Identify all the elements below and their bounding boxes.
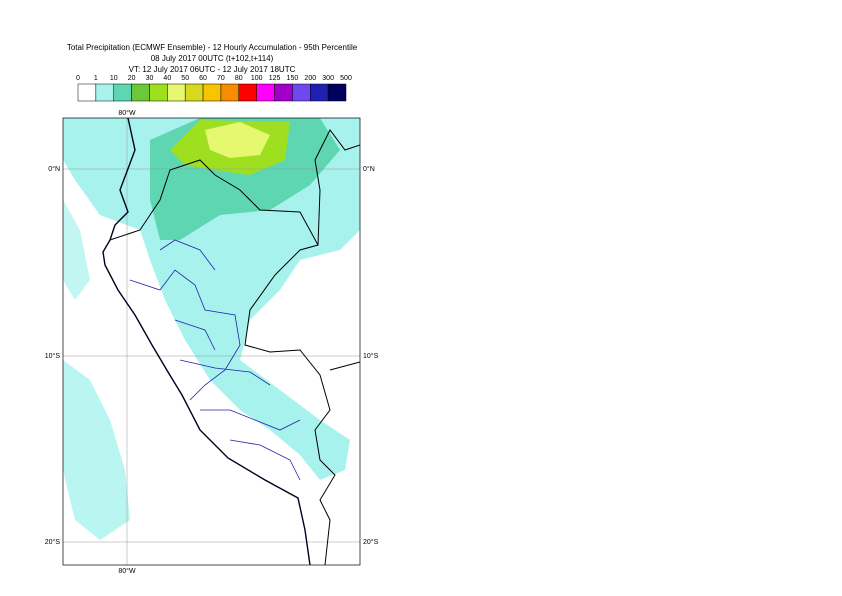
legend-label: 60 [199,75,207,82]
legend-swatch [77,83,97,102]
legend-label: 40 [163,75,171,82]
legend: 0 1 10 20 30 40 50 60 70 80 100 125 150 200 300 500 [76,75,352,102]
title-line: VT: 12 July 2017 06UTC - 12 July 2017 18… [129,65,296,74]
legend-swatch [167,83,186,102]
legend-label: 20 [128,75,136,82]
legend-swatch [131,83,150,102]
map [63,118,360,565]
lat-label: 10°S [45,352,61,360]
legend-swatch [256,83,275,102]
legend-label: 10 [110,75,118,82]
legend-label: 125 [269,75,281,82]
lat-label: 0°N [363,165,375,173]
title-line: Total Precipitation (ECMWF Ensemble) - 1… [67,43,358,52]
legend-swatch [202,83,222,102]
legend-swatch [292,83,311,102]
lon-label: 80°W [118,109,136,117]
legend-swatch [149,83,168,102]
title-line: 08 July 2017 00UTC (t+102,t+114) [151,54,274,63]
legend-label: 100 [251,75,263,82]
legend-label: 200 [304,75,316,82]
legend-label: 0 [76,75,80,82]
legend-label: 30 [146,75,154,82]
legend-label: 500 [340,75,352,82]
legend-label: 1 [94,75,98,82]
legend-swatch [310,83,329,102]
legend-label: 80 [235,75,243,82]
legend-label: 50 [181,75,189,82]
legend-swatch [184,83,204,102]
legend-swatch [220,83,240,102]
legend-swatch [95,83,114,102]
lat-label: 0°N [48,165,60,173]
legend-swatch [327,83,347,102]
legend-label: 300 [322,75,334,82]
legend-label: 70 [217,75,225,82]
lat-label: 20°S [363,538,379,546]
legend-swatch [274,83,293,102]
legend-swatch [113,83,132,102]
lat-label: 10°S [363,352,379,360]
map-frame [62,117,361,566]
lon-label: 80°W [118,567,136,575]
lat-label: 20°S [45,538,61,546]
legend-swatch [238,83,257,102]
legend-label: 150 [287,75,299,82]
